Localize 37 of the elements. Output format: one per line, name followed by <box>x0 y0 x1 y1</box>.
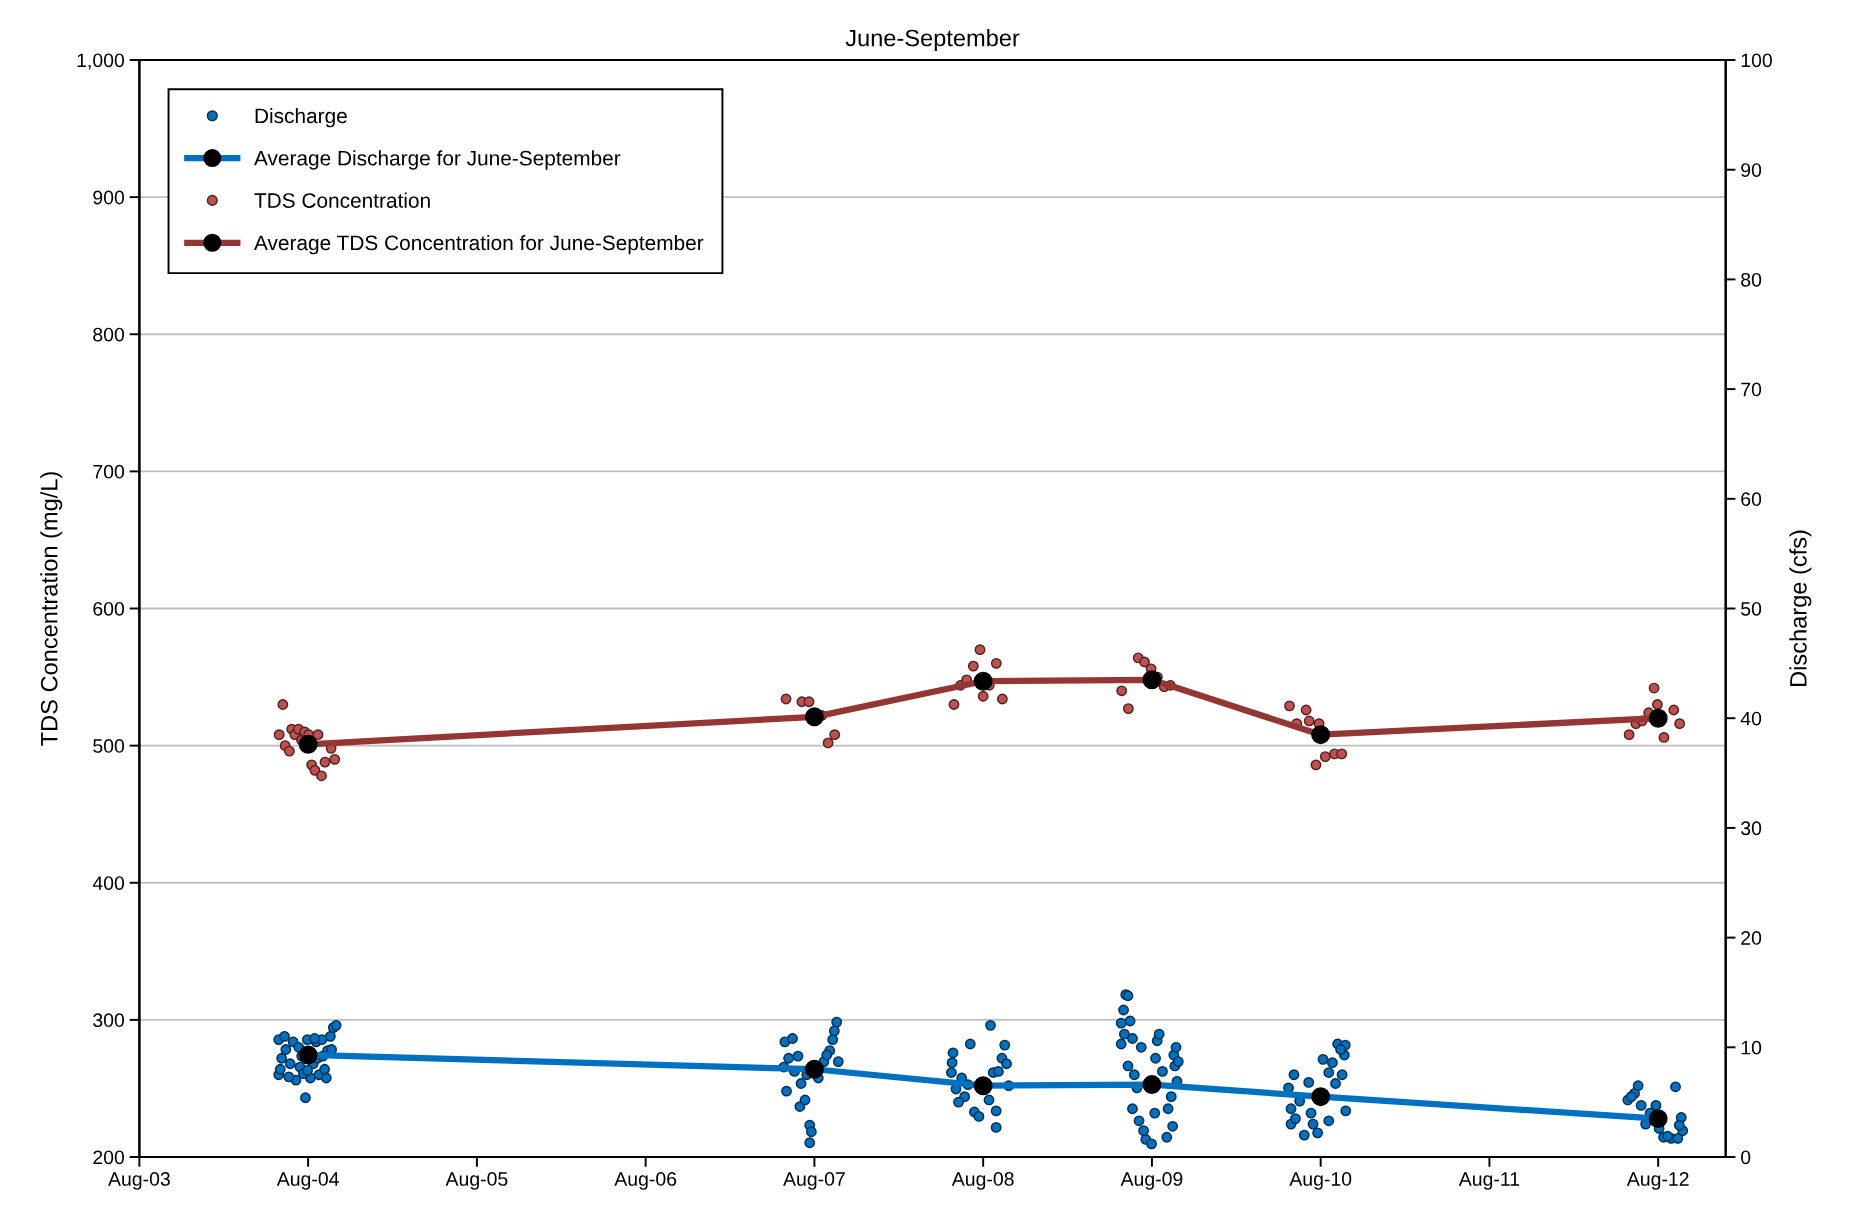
y-tick-label: 900 <box>93 190 125 205</box>
x-tick-label: Aug-03 <box>108 1172 170 1190</box>
x-tick-label: Aug-05 <box>445 1172 508 1190</box>
x-tick-label: Aug-08 <box>951 1172 1014 1190</box>
legend-label: Average TDS Concentration for June-September <box>254 234 704 255</box>
y2-tick-label: 20 <box>1741 931 1762 945</box>
y2-tick-label: 80 <box>1741 272 1762 287</box>
x-tick-label: Aug-12 <box>1626 1172 1689 1190</box>
y-tick-label: 600 <box>93 601 125 616</box>
y2-tick-label: 0 <box>1741 1150 1751 1165</box>
y-tick-label: 800 <box>93 327 125 342</box>
y2-tick-label: 30 <box>1741 821 1762 836</box>
y2-tick-label: 70 <box>1741 382 1762 397</box>
x-tick-label: Aug-09 <box>1120 1172 1183 1190</box>
chart-title: June-September <box>845 29 1020 52</box>
y2-tick-label: 40 <box>1740 711 1762 726</box>
y-tick-label: 1,000 <box>77 53 125 70</box>
x-tick-label: Aug-11 <box>1458 1172 1520 1190</box>
y2-tick-label: 90 <box>1741 163 1762 177</box>
x-tick-label: Aug-04 <box>276 1172 339 1190</box>
y2-tick-label: 60 <box>1741 492 1762 507</box>
y-axis-title: TDS Concentration (mg/L) <box>40 472 63 746</box>
legend-label: TDS Concentration <box>254 192 430 208</box>
x-tick-label: Aug-07 <box>783 1172 845 1190</box>
y-tick-label: 700 <box>93 464 125 479</box>
legend-label: Average Discharge for June-September <box>254 150 621 170</box>
y-tick-label: 300 <box>93 1013 125 1028</box>
y2-tick-label: 50 <box>1741 601 1762 616</box>
legend-label: Discharge <box>255 107 347 128</box>
y-tick-label: 400 <box>92 876 125 890</box>
y-tick-label: 200 <box>93 1150 125 1165</box>
y2-axis-title: Discharge (cfs) <box>1789 530 1812 686</box>
x-tick-label: Aug-10 <box>1289 1172 1352 1190</box>
y2-tick-label: 10 <box>1741 1040 1762 1055</box>
y2-tick-label: 100 <box>1741 53 1772 68</box>
y-tick-label: 500 <box>93 739 125 753</box>
x-tick-label: Aug-06 <box>614 1172 677 1190</box>
